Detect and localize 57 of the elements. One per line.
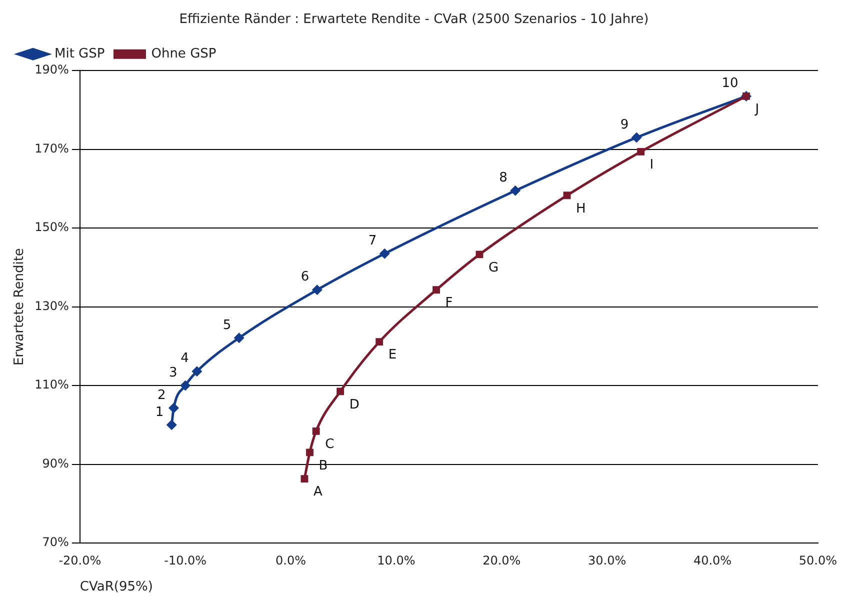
annotation: 5 (222, 318, 232, 333)
annotation: F (445, 296, 453, 311)
annotation: A (313, 484, 322, 500)
x-tick-label: 40.0% (693, 553, 732, 568)
point (336, 388, 344, 396)
point (432, 286, 440, 294)
annotation: 4 (180, 351, 189, 366)
point (637, 148, 645, 156)
annotation: E (388, 348, 397, 363)
annotation: 9 (620, 117, 629, 132)
x-axis-title: CVaR(95%) (80, 580, 153, 595)
annotation: 1 (155, 404, 164, 420)
annotation: G (488, 260, 499, 276)
annotation: C (325, 437, 334, 452)
y-tick-label: 70% (42, 535, 69, 550)
annotation: 3 (169, 365, 178, 380)
point (300, 475, 308, 483)
annotation: 8 (499, 170, 508, 186)
point (168, 403, 178, 413)
y-tick-label: 90% (42, 456, 69, 470)
y-tick-label: 170% (34, 141, 69, 156)
y-tick-label: 130% (34, 298, 69, 313)
point (510, 186, 520, 196)
annotation: H (576, 201, 586, 216)
point (166, 420, 176, 430)
x-tick-label: -10.0% (164, 553, 207, 568)
y-tick-label: 110% (34, 378, 69, 392)
x-tick-label: 50.0% (798, 553, 837, 568)
x-tick-label: 10.0% (377, 553, 416, 568)
point (312, 427, 320, 435)
point (306, 448, 314, 456)
point (234, 333, 244, 343)
annotation: J (754, 102, 760, 118)
point (192, 366, 202, 376)
x-tick-label: 30.0% (588, 553, 626, 568)
annotation: 10 (722, 76, 738, 92)
legend-label: Ohne GSP (151, 46, 216, 62)
annotation: 6 (300, 270, 310, 285)
annotation: I (650, 158, 654, 173)
annotation: 7 (368, 234, 377, 249)
point (563, 192, 571, 200)
y-axis-title: Erwartete Rendite (12, 248, 28, 366)
point (312, 285, 322, 295)
y-tick-label: 150% (34, 220, 69, 234)
point (476, 250, 484, 258)
annotation: D (349, 397, 360, 412)
point (180, 380, 190, 390)
annotation: 2 (157, 388, 166, 403)
point (376, 338, 384, 346)
x-tick-label: -20.0% (58, 553, 102, 568)
x-tick-label: 20.0% (482, 553, 521, 568)
y-tick-label: 190% (34, 62, 69, 77)
point (380, 248, 390, 258)
legend-label: Mit GSP (54, 46, 105, 62)
point (632, 132, 642, 142)
x-tick-label: 0.0% (276, 553, 306, 568)
chart-title: Effiziente Ränder : Erwartete Rendite - CVaR (2500 Szenarios - 10 Jahre) (179, 12, 649, 28)
